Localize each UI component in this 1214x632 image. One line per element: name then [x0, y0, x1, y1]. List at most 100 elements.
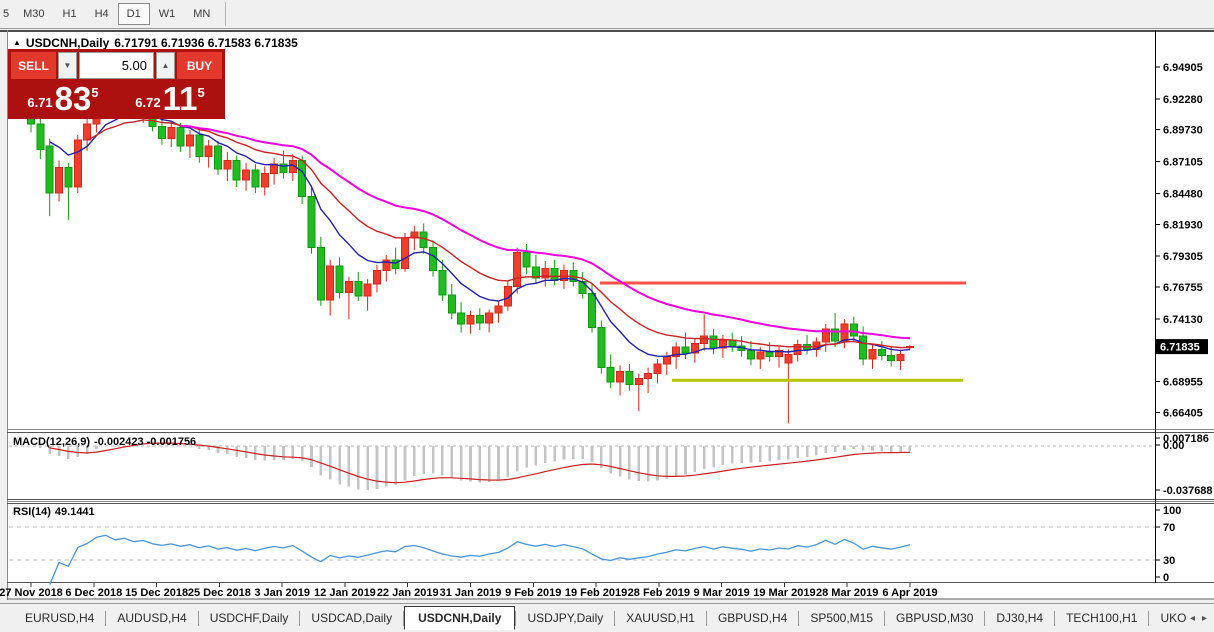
chart-canvas[interactable]: 6.94905 6.92280 6.89730 6.87105 6.84480 6.819… — [0, 30, 1214, 600]
tab-usdchf-daily[interactable]: USDCHF,Daily — [209, 611, 289, 625]
tab-dj30-h4[interactable]: DJ30,H4 — [996, 611, 1044, 625]
macd-bar — [403, 446, 407, 481]
macd-bar — [113, 446, 117, 447]
macd-bar — [431, 446, 435, 474]
macd-bar — [871, 446, 874, 451]
macd-bar — [712, 446, 715, 468]
macd-bar — [618, 446, 622, 477]
tab-audusd-h4[interactable]: AUDUSD,H4 — [117, 611, 187, 625]
macd-bar — [235, 446, 238, 457]
macd-bar — [39, 446, 42, 449]
macd-bar — [730, 446, 734, 464]
candle-body — [157, 125, 166, 140]
volume-decrease-button[interactable]: ▼ — [58, 52, 77, 79]
macd-axis-zero: 0.00 — [1163, 440, 1184, 452]
tab-scroll-right-icon[interactable]: ▸ — [1201, 613, 1207, 624]
tab-usdcad-daily[interactable]: USDCAD,Daily — [311, 611, 393, 625]
buy-price-small: 6.72 — [135, 95, 161, 110]
macd-bar — [590, 446, 594, 463]
date-tick-label: 28 Feb 2019 — [628, 587, 690, 599]
toolbar-separator — [225, 2, 227, 26]
date-tick-label: 22 Jan 2019 — [377, 587, 439, 599]
macd-bar — [356, 446, 360, 490]
macd-bar — [777, 446, 781, 461]
candle-body — [288, 159, 297, 174]
macd-bar — [328, 446, 332, 480]
chart-collapse-icon[interactable]: ▲ — [13, 37, 21, 47]
candle-body — [167, 127, 176, 140]
sell-button[interactable]: SELL — [11, 52, 56, 79]
rsi-value: 49.1441 — [54, 506, 95, 518]
candle-body — [709, 335, 718, 349]
price-tick-label: 6.76755 — [1163, 282, 1203, 294]
macd-bar — [450, 446, 454, 478]
tab-usdjpy-daily[interactable]: USDJPY,Daily — [527, 611, 604, 625]
timeframe-button-h1[interactable]: H1 — [62, 8, 77, 20]
macd-bar — [207, 446, 210, 451]
tab-gbpusd-h4[interactable]: GBPUSD,H4 — [717, 611, 788, 625]
macd-bar — [48, 446, 51, 454]
chart-title: ▲ USDCNH,Daily 6.71791 6.71936 6.71583 6… — [13, 36, 298, 50]
tab-scroll-arrows: ◂ ▸ — [1186, 604, 1210, 632]
macd-bar — [525, 446, 528, 468]
candle-body — [690, 342, 699, 354]
tab-separator — [1054, 610, 1056, 626]
macd-bar — [740, 446, 743, 463]
macd-bar — [160, 446, 164, 447]
candle-body — [185, 134, 194, 147]
volume-increase-button[interactable]: ▲ — [156, 52, 175, 79]
volume-input[interactable]: 5.00 — [79, 52, 154, 79]
tab-tech100-h1[interactable]: TECH100,H1 — [1066, 611, 1138, 625]
candle-body — [653, 363, 662, 375]
tab-eurusd-h4[interactable]: EURUSD,H4 — [25, 611, 95, 625]
tab-gbpusd-m30[interactable]: GBPUSD,M30 — [896, 611, 974, 625]
moving-average-fast — [49, 111, 910, 357]
macd-bar — [843, 446, 846, 450]
timeframe-button-d1[interactable]: D1 — [117, 3, 150, 25]
buy-price-display[interactable]: 6.72 11 5 — [118, 79, 222, 116]
timeframe-button-m30[interactable]: M30 — [23, 8, 45, 20]
symbol-tabs: EURUSD,H4 AUDUSD,H4 USDCHF,Daily USDCAD,Dai… — [14, 606, 1214, 630]
candle-body — [298, 159, 307, 198]
timeframe-button-mn[interactable]: MN — [193, 8, 211, 20]
price-tick-label: 6.89730 — [1163, 125, 1203, 137]
macd-bar — [543, 446, 547, 463]
macd-bar — [824, 446, 828, 454]
sell-price-display[interactable]: 6.71 83 5 — [11, 79, 115, 116]
macd-bar — [441, 446, 444, 476]
date-tick-label: 3 Jan 2019 — [254, 587, 310, 599]
candle-body — [597, 327, 606, 369]
macd-name: MACD(12,26,9) — [13, 436, 91, 448]
chart-symbol-label: USDCNH,Daily — [25, 36, 110, 50]
macd-bar — [459, 446, 463, 481]
macd-bar — [562, 446, 566, 460]
macd-bar — [422, 446, 425, 474]
macd-bar — [805, 446, 809, 458]
candle-body — [429, 247, 438, 272]
price-tick-label: 6.94905 — [1163, 62, 1203, 74]
tab-xauusd-h1[interactable]: XAUUSD,H1 — [626, 611, 695, 625]
macd-bar — [702, 446, 706, 469]
buy-button[interactable]: BUY — [177, 52, 222, 79]
macd-bar — [609, 446, 612, 474]
timeframe-button-w1[interactable]: W1 — [158, 8, 176, 20]
date-tick-label: 15 Dec 2018 — [125, 587, 188, 599]
tab-scroll-left-icon[interactable]: ◂ — [1189, 613, 1195, 624]
candle-body — [634, 378, 643, 386]
timeframe-button-h4[interactable]: H4 — [94, 8, 109, 20]
tab-sp500-m15[interactable]: SP500,M15 — [810, 611, 874, 625]
candle-body — [821, 328, 830, 343]
rsi-axis-label: 100 — [1163, 505, 1181, 517]
tab-usdcnh-daily[interactable]: USDCNH,Daily — [404, 606, 516, 630]
candle-body — [616, 370, 625, 383]
timeframe-button-5[interactable]: 5 — [3, 8, 10, 20]
macd-bar — [169, 446, 173, 447]
macd-bar — [263, 446, 267, 461]
macd-bar — [487, 446, 491, 482]
macd-bar — [216, 446, 220, 453]
symbol-tab-bar: EURUSD,H4 AUDUSD,H4 USDCHF,Daily USDCAD,Dai… — [0, 603, 1214, 632]
candle-body — [485, 312, 494, 324]
macd-bar — [861, 446, 865, 451]
candle-body — [260, 173, 269, 188]
candle-body — [896, 353, 905, 361]
